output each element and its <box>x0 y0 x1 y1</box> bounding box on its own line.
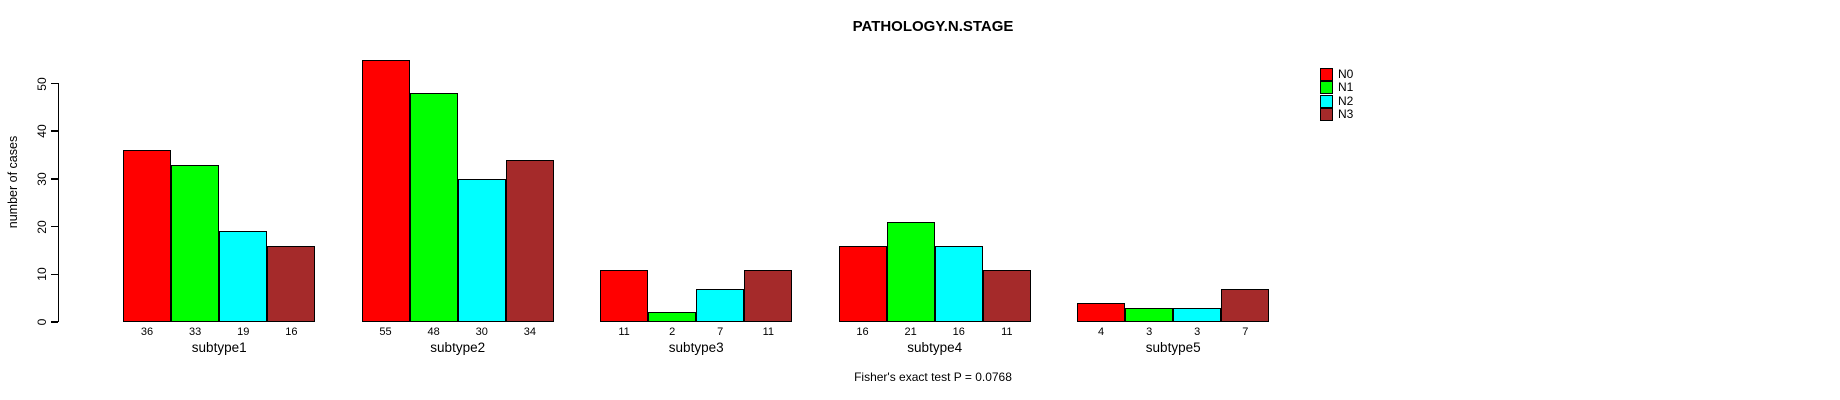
bar-subtype3-N3 <box>744 269 793 322</box>
bar-value-label: 30 <box>475 326 488 338</box>
legend-swatch-N0 <box>1320 68 1333 81</box>
legend-label-N2: N2 <box>1338 93 1354 108</box>
bar-value-label: 21 <box>904 326 917 338</box>
bar-subtype4-N2 <box>934 245 983 322</box>
bar-value-label: 16 <box>856 326 869 338</box>
bar-value-label: 3 <box>1146 326 1153 338</box>
chart-title: PATHOLOGY.N.STAGE <box>852 18 1014 35</box>
y-tick-label: 30 <box>35 172 49 186</box>
y-tick-label: 10 <box>35 267 49 281</box>
bar-value-label: 16 <box>952 326 965 338</box>
bar-subtype5-N1 <box>1125 307 1174 322</box>
bar-value-label: 11 <box>1001 326 1013 338</box>
bar-value-label: 7 <box>1242 326 1249 338</box>
bar-subtype3-N0 <box>600 269 649 322</box>
bar-subtype1-N1 <box>171 164 220 322</box>
legend-swatch-N3 <box>1320 108 1333 122</box>
bar-subtype1-N3 <box>267 245 316 322</box>
category-label-subtype5: subtype5 <box>1145 340 1201 355</box>
bar-subtype1-N2 <box>219 231 268 322</box>
footnote: Fisher's exact test P = 0.0768 <box>854 370 1012 384</box>
bar-subtype1-N0 <box>123 150 172 322</box>
bar-subtype3-N1 <box>648 312 697 322</box>
bar-subtype5-N3 <box>1221 288 1270 322</box>
bar-subtype4-N1 <box>886 221 935 322</box>
bar-value-label: 2 <box>669 326 676 338</box>
legend-swatch-N2 <box>1320 94 1333 108</box>
y-tick-mark <box>50 178 58 180</box>
y-tick-label: 0 <box>35 318 49 326</box>
category-label-subtype3: subtype3 <box>668 340 724 355</box>
bar-value-label: 48 <box>427 326 440 338</box>
bar-value-label: 3 <box>1194 326 1201 338</box>
y-tick-label: 20 <box>35 219 49 234</box>
legend-swatch-N1 <box>1320 81 1333 95</box>
bar-subtype4-N0 <box>838 245 887 322</box>
bar-value-label: 11 <box>762 326 775 338</box>
bar-value-label: 34 <box>523 326 536 338</box>
bar-value-label: 16 <box>285 326 298 338</box>
bar-subtype2-N3 <box>505 159 554 322</box>
bar-subtype3-N2 <box>696 288 745 322</box>
category-label-subtype2: subtype2 <box>430 340 486 355</box>
legend-label-N1: N1 <box>1338 80 1354 95</box>
legend-label-N3: N3 <box>1338 107 1354 122</box>
y-tick-mark <box>50 225 58 228</box>
bar-subtype4-N3 <box>982 269 1031 322</box>
y-tick-label: 50 <box>35 76 49 91</box>
legend-label-N0: N0 <box>1338 67 1354 81</box>
bar-value-label: 11 <box>618 326 630 338</box>
bar-value-label: 33 <box>189 326 202 338</box>
y-tick-mark <box>50 321 58 323</box>
bar-value-label: 36 <box>140 326 154 338</box>
y-axis-line <box>57 83 59 322</box>
bar-value-label: 7 <box>717 326 724 338</box>
bar-value-label: 55 <box>379 326 392 338</box>
y-tick-mark <box>50 130 58 132</box>
bar-subtype2-N1 <box>409 93 458 322</box>
category-label-subtype4: subtype4 <box>907 340 963 355</box>
category-label-subtype1: subtype1 <box>191 340 247 355</box>
y-tick-mark <box>50 82 58 85</box>
y-tick-label: 40 <box>35 124 49 138</box>
bar-subtype5-N0 <box>1077 302 1126 322</box>
y-tick-mark <box>50 273 58 276</box>
bar-subtype2-N2 <box>457 178 506 322</box>
bar-value-label: 19 <box>237 326 250 338</box>
bar-subtype5-N2 <box>1173 307 1222 322</box>
bar-subtype2-N0 <box>361 59 410 322</box>
y-axis-label: number of cases <box>6 135 20 229</box>
bar-value-label: 4 <box>1097 326 1105 338</box>
